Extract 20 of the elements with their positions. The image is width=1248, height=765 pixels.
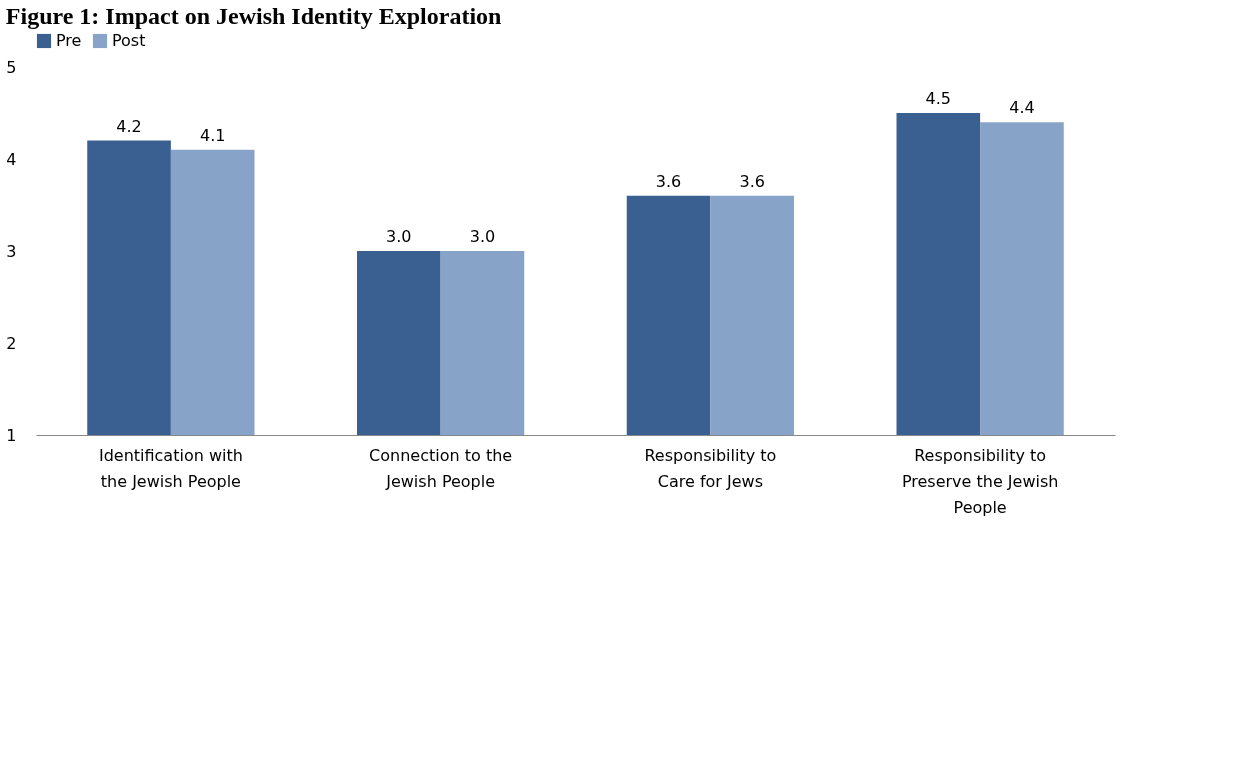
x-tick-label: Connection to the Jewish People	[369, 445, 513, 491]
y-tick-label: 3	[6, 241, 17, 261]
data-label: 3.0	[469, 227, 496, 246]
chart-title: Figure 1: Impact on Jewish Identity Exploration	[5, 3, 502, 29]
legend-label: Post	[112, 31, 146, 50]
y-tick-label: 5	[6, 57, 17, 77]
legend-label: Pre	[56, 31, 82, 50]
data-label: 3.6	[739, 171, 765, 191]
data-label: 4.1	[199, 125, 226, 145]
data-label: 3.0	[386, 227, 412, 246]
x-tick-label: Responsibility to Care for Jews	[644, 445, 777, 491]
data-label: 4.5	[925, 89, 952, 108]
y-tick-label: 4	[6, 149, 17, 169]
data-label: 4.2	[116, 116, 142, 136]
y-tick-label: 2	[6, 333, 17, 353]
data-label: 3.6	[655, 171, 682, 191]
x-tick-label: Responsibility to Preserve the Jewish People	[901, 445, 1059, 517]
x-tick-label: Identification with the Jewish People	[98, 445, 243, 491]
data-label: 4.4	[1009, 98, 1035, 118]
y-tick-label: 1	[6, 425, 17, 445]
